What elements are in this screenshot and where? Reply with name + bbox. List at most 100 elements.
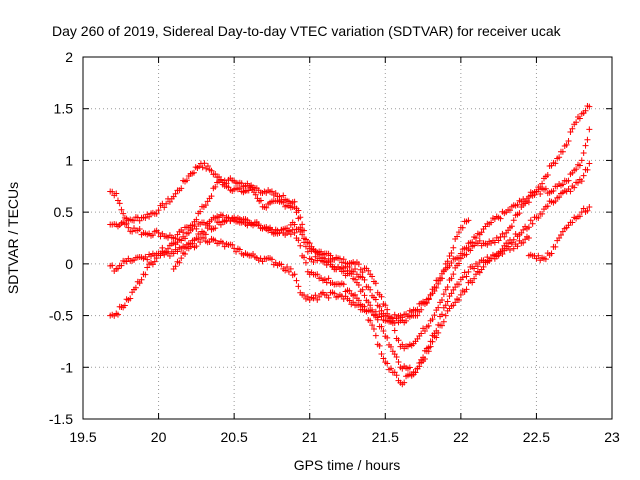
data-point [223, 180, 230, 187]
data-point [506, 247, 513, 254]
data-point [361, 276, 368, 283]
data-point [444, 258, 451, 265]
data-point [395, 359, 402, 366]
data-point [338, 259, 345, 266]
data-point [149, 232, 156, 239]
data-point [142, 271, 149, 278]
x-tick-label: 22 [453, 429, 469, 445]
data-point [580, 149, 587, 156]
data-point [378, 313, 385, 320]
data-point [346, 297, 353, 304]
data-point [312, 253, 319, 260]
data-point [495, 252, 502, 259]
data-point [433, 334, 440, 341]
data-point [416, 363, 423, 370]
data-point [163, 200, 170, 207]
data-point [514, 243, 521, 250]
data-point [444, 284, 451, 290]
data-point [125, 224, 132, 231]
y-tick-label: 1 [65, 152, 73, 168]
data-point [166, 198, 173, 205]
data-point [544, 172, 551, 179]
data-point [302, 243, 309, 250]
data-point [527, 217, 534, 224]
data-point [250, 250, 257, 257]
data-point [491, 239, 498, 246]
data-point [340, 256, 347, 263]
data-point [525, 224, 532, 231]
data-point [316, 293, 323, 300]
data-point [291, 221, 298, 228]
data-point [278, 226, 285, 233]
x-tick-label: 20.5 [221, 429, 248, 445]
data-point [382, 302, 389, 309]
data-point [146, 213, 153, 220]
data-point [569, 125, 576, 132]
data-point [380, 355, 387, 362]
data-point [301, 292, 308, 299]
data-point [391, 327, 398, 334]
data-point [340, 268, 347, 275]
data-point [525, 199, 532, 206]
data-point [495, 237, 502, 244]
data-point [304, 293, 311, 300]
data-point [280, 192, 287, 199]
data-point [380, 328, 387, 335]
data-point [367, 317, 374, 324]
data-point [529, 220, 536, 227]
data-point [552, 160, 559, 167]
x-tick-label: 20 [151, 429, 167, 445]
data-point [301, 254, 308, 261]
data-point [197, 208, 204, 215]
data-point [442, 302, 449, 309]
data-point [212, 225, 219, 232]
data-point [189, 240, 196, 247]
data-point [157, 252, 164, 259]
data-point [391, 369, 398, 376]
data-point [484, 241, 491, 248]
data-point [295, 283, 302, 290]
data-point [225, 214, 232, 221]
data-point [113, 190, 120, 197]
data-point [212, 183, 219, 190]
data-point [132, 284, 139, 291]
data-point [559, 148, 566, 155]
data-point [448, 259, 455, 266]
data-point [109, 262, 116, 269]
data-point [321, 255, 328, 262]
data-point [229, 241, 236, 248]
data-point [484, 254, 491, 261]
data-point [576, 115, 583, 122]
data-point [312, 292, 319, 299]
data-point [506, 207, 513, 214]
data-point [352, 266, 359, 273]
data-point [387, 343, 394, 350]
data-point [412, 369, 419, 376]
data-point [325, 257, 332, 264]
y-tick-labels: -1.5 -1 -0.5 0 0.5 1 1.5 2 [49, 49, 73, 427]
data-point [263, 204, 270, 211]
data-point [109, 188, 116, 195]
data-point [361, 303, 368, 310]
data-point [314, 296, 321, 303]
data-point [476, 269, 483, 276]
data-point [193, 216, 200, 223]
data-point [508, 223, 515, 230]
data-point [346, 287, 353, 294]
data-point [118, 206, 125, 213]
data-point [295, 207, 302, 214]
data-point [556, 154, 563, 161]
data-point [438, 311, 445, 318]
data-point [202, 231, 209, 238]
data-point [178, 237, 185, 244]
data-point [359, 269, 366, 276]
data-point [325, 275, 332, 282]
data-point [565, 137, 572, 144]
data-point [529, 192, 536, 199]
data-point [535, 215, 542, 222]
data-point [423, 300, 430, 307]
data-point [391, 320, 398, 327]
data-point [573, 119, 580, 126]
data-point [573, 166, 580, 173]
